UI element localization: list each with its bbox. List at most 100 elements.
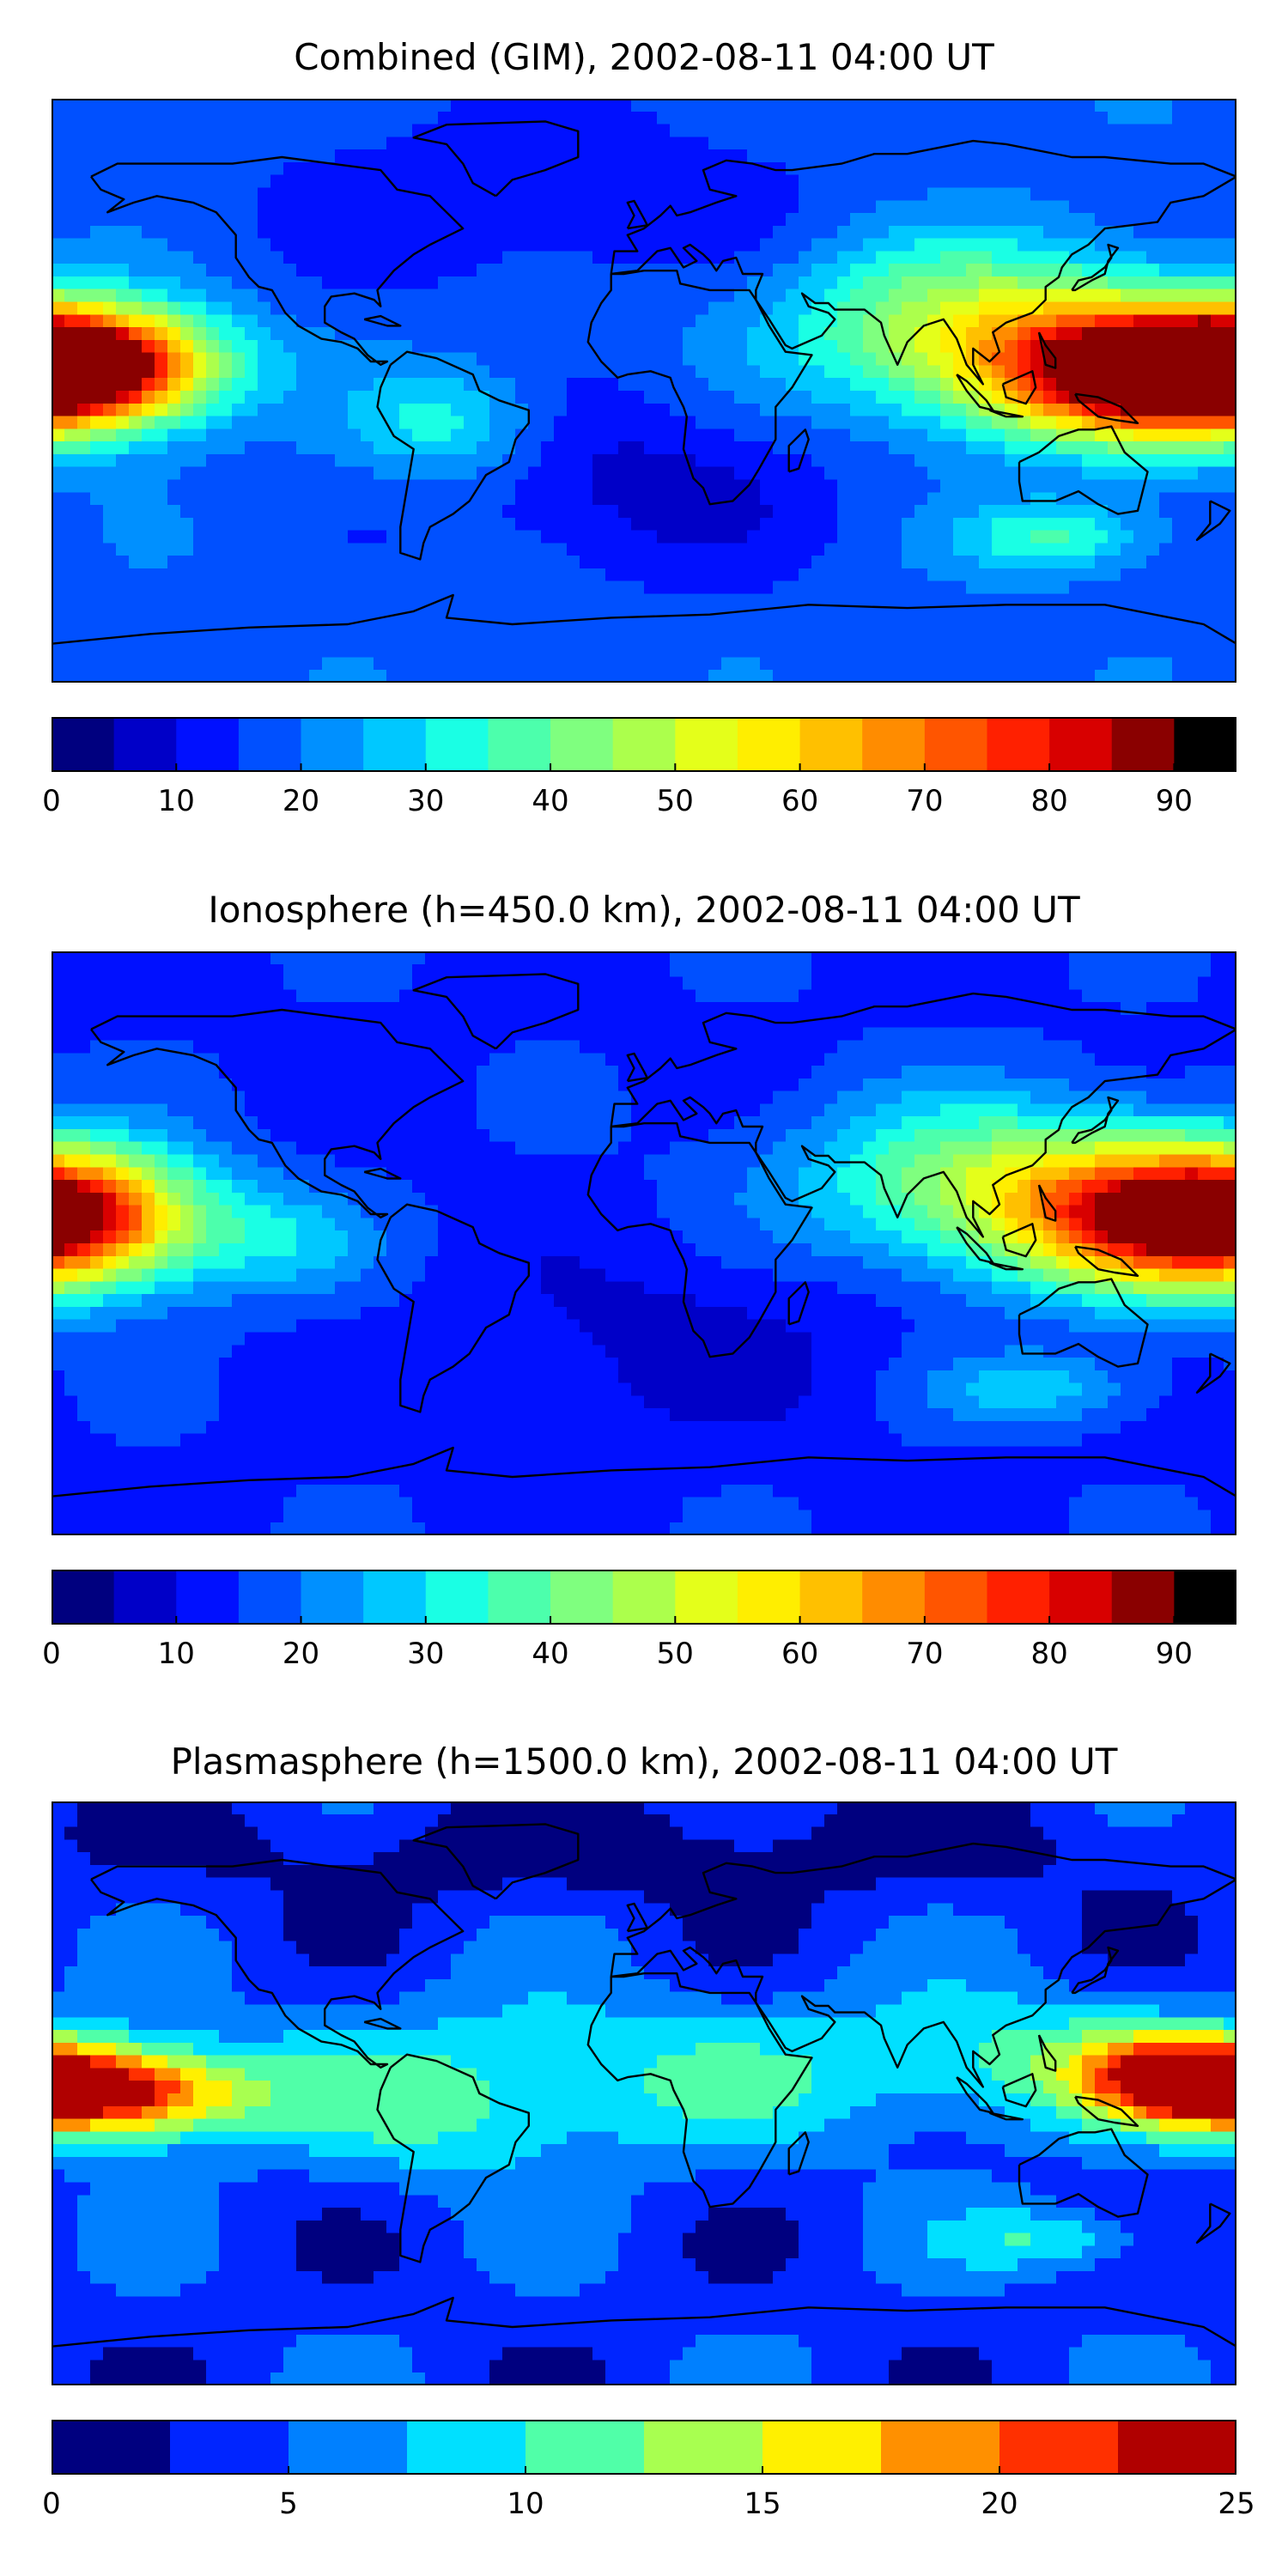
- colorbar-segment: [170, 2420, 289, 2475]
- colorbar-tick-label: 5: [279, 2487, 298, 2521]
- colorbar-tick-label: 20: [282, 784, 320, 818]
- coastline: [363, 2017, 402, 2030]
- tec-map-ionosphere: [52, 951, 1236, 1535]
- map-svg: [52, 1801, 1236, 2385]
- colorbar-segment: [425, 717, 489, 772]
- coastline: [376, 350, 530, 561]
- colorbar-tick-label: 30: [407, 1637, 445, 1671]
- colorbar-segment: [176, 717, 240, 772]
- colorbar-segment: [52, 2420, 171, 2475]
- colorbar-segment: [881, 2420, 1000, 2475]
- coastline: [1195, 1352, 1231, 1394]
- colorbar-segment: [612, 717, 676, 772]
- colorbar-tick-label: 10: [157, 784, 195, 818]
- colorbar-segment: [289, 2420, 408, 2475]
- coastline: [1037, 331, 1057, 369]
- colorbar-segment: [612, 1570, 676, 1625]
- colorbar-tick-label: 25: [1218, 2487, 1255, 2521]
- coastline: [90, 155, 465, 366]
- coastline: [1018, 2128, 1149, 2218]
- colorbar-segment: [1111, 1570, 1175, 1625]
- coastline: [1037, 1184, 1057, 1222]
- colorbar-tick-label: 0: [42, 1637, 61, 1671]
- tec-map-plasmasphere: [52, 1801, 1236, 2385]
- colorbar-segment: [924, 1570, 987, 1625]
- colorbar-tick-label: 0: [42, 2487, 61, 2521]
- coastline: [787, 2131, 810, 2176]
- colorbar-segment: [488, 1570, 551, 1625]
- colorbar-segment: [176, 1570, 240, 1625]
- coastline: [610, 139, 1236, 386]
- coastline: [586, 269, 813, 506]
- coastline: [989, 1261, 1024, 1271]
- coastline: [1195, 2202, 1231, 2244]
- tec-field: [52, 1801, 1236, 2385]
- colorbar-svg: [52, 717, 1236, 772]
- colorbar-segment: [675, 1570, 738, 1625]
- coastline: [1071, 243, 1120, 292]
- colorbar-ticks: 0 5 10 15 20 25: [0, 2487, 1288, 2530]
- coastline: [1071, 1096, 1120, 1145]
- colorbar-tick-label: 90: [1155, 1637, 1193, 1671]
- colorbar-frame: [52, 717, 1236, 772]
- coastline: [787, 1281, 810, 1326]
- colorbar-segment: [924, 717, 987, 772]
- colorbar-segment: [113, 717, 177, 772]
- coastline: [1074, 392, 1139, 424]
- colorbar-segment: [1049, 1570, 1113, 1625]
- colorbar-tick-label: 20: [282, 1637, 320, 1671]
- panel-title: Ionosphere (h=450.0 km), 2002-08-11 04:0…: [208, 889, 1080, 931]
- colorbar-segment: [987, 1570, 1050, 1625]
- colorbar-segment: [363, 717, 427, 772]
- colorbar-segment: [862, 1570, 926, 1625]
- coastlines: [52, 973, 1236, 1498]
- colorbar-segment: [425, 1570, 489, 1625]
- coastline: [1001, 1223, 1037, 1258]
- colorbar-segment: [799, 1570, 863, 1625]
- coastline: [1074, 2095, 1139, 2127]
- colorbar-tick-label: 90: [1155, 784, 1193, 818]
- coastline: [586, 1971, 813, 2208]
- colorbar-tick-label: 70: [906, 784, 944, 818]
- coastline: [610, 1842, 1236, 2088]
- colorbar-tick-label: 80: [1030, 1637, 1068, 1671]
- colorbar-segment: [1174, 717, 1236, 772]
- colorbar-segment: [301, 1570, 364, 1625]
- colorbar-segment: [1174, 1570, 1236, 1625]
- colorbar-segment: [238, 717, 302, 772]
- colorbar-segment: [238, 1570, 302, 1625]
- coastline: [1018, 1278, 1149, 1368]
- colorbar-segment: [407, 2420, 526, 2475]
- coastline: [363, 1167, 402, 1180]
- colorbar-tick-label: 50: [656, 1637, 694, 1671]
- colorbar-tick-label: 20: [981, 2487, 1018, 2521]
- coastline: [412, 120, 580, 197]
- coastlines: [52, 120, 1236, 645]
- colorbar-segment: [550, 717, 614, 772]
- tec-field: [52, 951, 1236, 1535]
- colorbar-segment: [1118, 2420, 1236, 2475]
- coastline: [989, 2111, 1024, 2121]
- map-svg: [52, 951, 1236, 1535]
- coastline: [412, 1823, 580, 1900]
- tec-map-combined: [52, 99, 1236, 683]
- colorbar-segment: [987, 717, 1050, 772]
- coastline: [52, 2296, 1236, 2348]
- colorbar-tick-label: 80: [1030, 784, 1068, 818]
- coastline: [610, 992, 1236, 1238]
- colorbar-segment: [1111, 717, 1175, 772]
- colorbar-segment: [737, 717, 801, 772]
- colorbar-combined: [52, 717, 1236, 772]
- colorbar-tick-label: 40: [532, 1637, 569, 1671]
- colorbar-segment: [52, 1570, 115, 1625]
- colorbar-ticks: 0 10 20 30 40 50 60 70 80 90: [0, 784, 1288, 827]
- colorbar-frame: [52, 2420, 1236, 2475]
- colorbar-segment: [644, 2420, 763, 2475]
- coastline: [1195, 500, 1231, 541]
- coastline: [1074, 1245, 1139, 1277]
- coastline: [90, 1008, 465, 1218]
- map-svg: [52, 99, 1236, 683]
- coastline: [90, 1858, 465, 2069]
- colorbar-ticks: 0 10 20 30 40 50 60 70 80 90: [0, 1637, 1288, 1680]
- coastline: [586, 1121, 813, 1358]
